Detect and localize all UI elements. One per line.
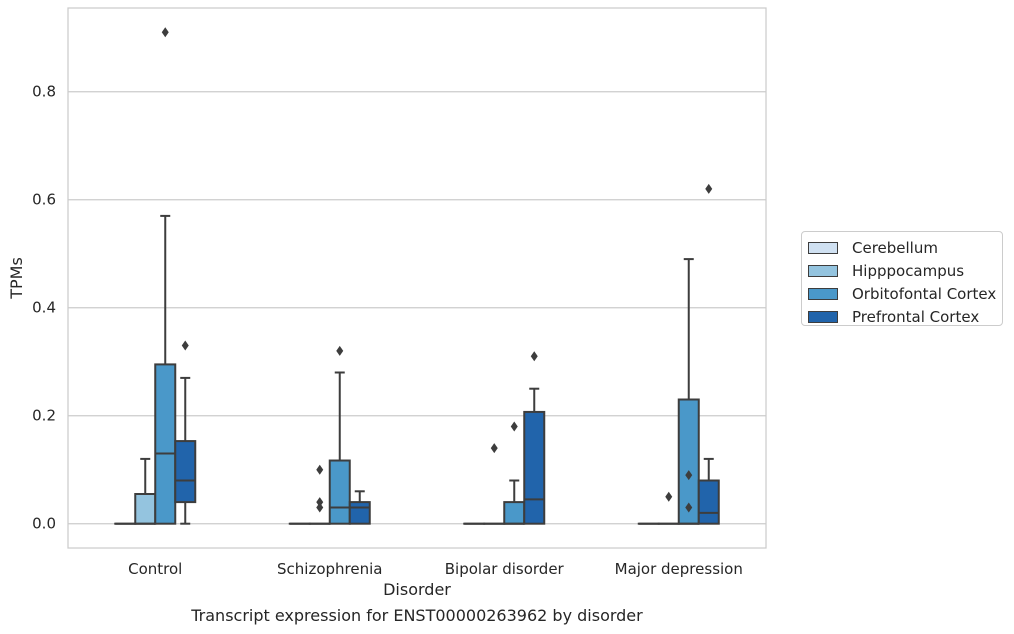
box-0-2 [154, 27, 177, 525]
outlier-1 [685, 502, 693, 513]
outlier-0 [705, 183, 713, 194]
box-body [154, 363, 177, 525]
box-body [697, 479, 720, 525]
box-1-1 [308, 464, 331, 525]
box-2-1 [483, 443, 506, 525]
y-tick-label-0: 0.0 [32, 515, 56, 533]
outlier-0 [181, 340, 189, 351]
legend-label-hippocampus: Hipppocampus [852, 261, 965, 280]
outlier-0 [665, 491, 673, 502]
legend-swatch-hippocampus [808, 264, 838, 277]
y-tick-label-2: 0.4 [32, 299, 56, 317]
box-1-2 [328, 345, 351, 525]
box-2-3 [523, 351, 546, 525]
x-tick-label-0: Control [128, 560, 182, 578]
y-tick-labels: 0.0 0.2 0.4 0.6 0.8 [32, 83, 56, 533]
legend: Cerebellum Hipppocampus Orbitofontal Cor… [801, 231, 1003, 326]
box-body [328, 459, 351, 525]
box-body [503, 501, 526, 525]
box-3-2 [677, 258, 700, 525]
plot-frame [67, 7, 767, 549]
outlier-0 [161, 27, 169, 38]
box-body [174, 440, 197, 504]
legend-item-cerebellum: Cerebellum [808, 236, 1002, 259]
box-3-3 [697, 183, 720, 525]
outlier-2 [316, 502, 324, 513]
x-tick-label-1: Schizophrenia [277, 560, 382, 578]
outlier-0 [685, 470, 693, 481]
box-body [523, 410, 546, 525]
box-0-1 [134, 457, 157, 525]
legend-swatch-prefrontal-cortex [808, 310, 838, 323]
box-body [348, 501, 371, 525]
x-axis-label: Disorder [383, 580, 451, 599]
outlier-1 [316, 497, 324, 508]
y-tick-label-4: 0.8 [32, 83, 56, 101]
box-body [134, 493, 157, 525]
x-tick-labels: Control Schizophrenia Bipolar disorder Majo… [128, 560, 743, 578]
outlier-0 [316, 464, 324, 475]
legend-swatch-cerebellum [808, 241, 838, 254]
box-3-1 [657, 491, 680, 525]
x-tick-label-2: Bipolar disorder [445, 560, 565, 578]
outlier-0 [490, 443, 498, 454]
x-tick-label-3: Major depression [615, 560, 743, 578]
legend-item-orbitofrontal-cortex: Orbitofontal Cortex [808, 282, 1002, 305]
legend-label-prefrontal-cortex: Prefrontal Cortex [852, 307, 980, 326]
legend-swatch-orbitofrontal-cortex [808, 287, 838, 300]
y-tick-label-1: 0.2 [32, 407, 56, 425]
box-0-3 [174, 340, 197, 525]
legend-label-cerebellum: Cerebellum [852, 238, 938, 257]
legend-item-hippocampus: Hipppocampus [808, 259, 1002, 282]
outlier-0 [530, 351, 538, 362]
outlier-0 [336, 345, 344, 356]
box-1-3 [348, 490, 371, 525]
y-axis-label: TPMs [7, 257, 26, 300]
outlier-0 [510, 421, 518, 432]
legend-item-prefrontal-cortex: Prefrontal Cortex [808, 305, 1002, 328]
y-tick-label-3: 0.6 [32, 191, 56, 209]
legend-label-orbitofrontal-cortex: Orbitofontal Cortex [852, 284, 997, 303]
box-2-2 [503, 421, 526, 525]
box-plots [114, 27, 720, 525]
chart-caption: Transcript expression for ENST0000026396… [191, 606, 643, 625]
